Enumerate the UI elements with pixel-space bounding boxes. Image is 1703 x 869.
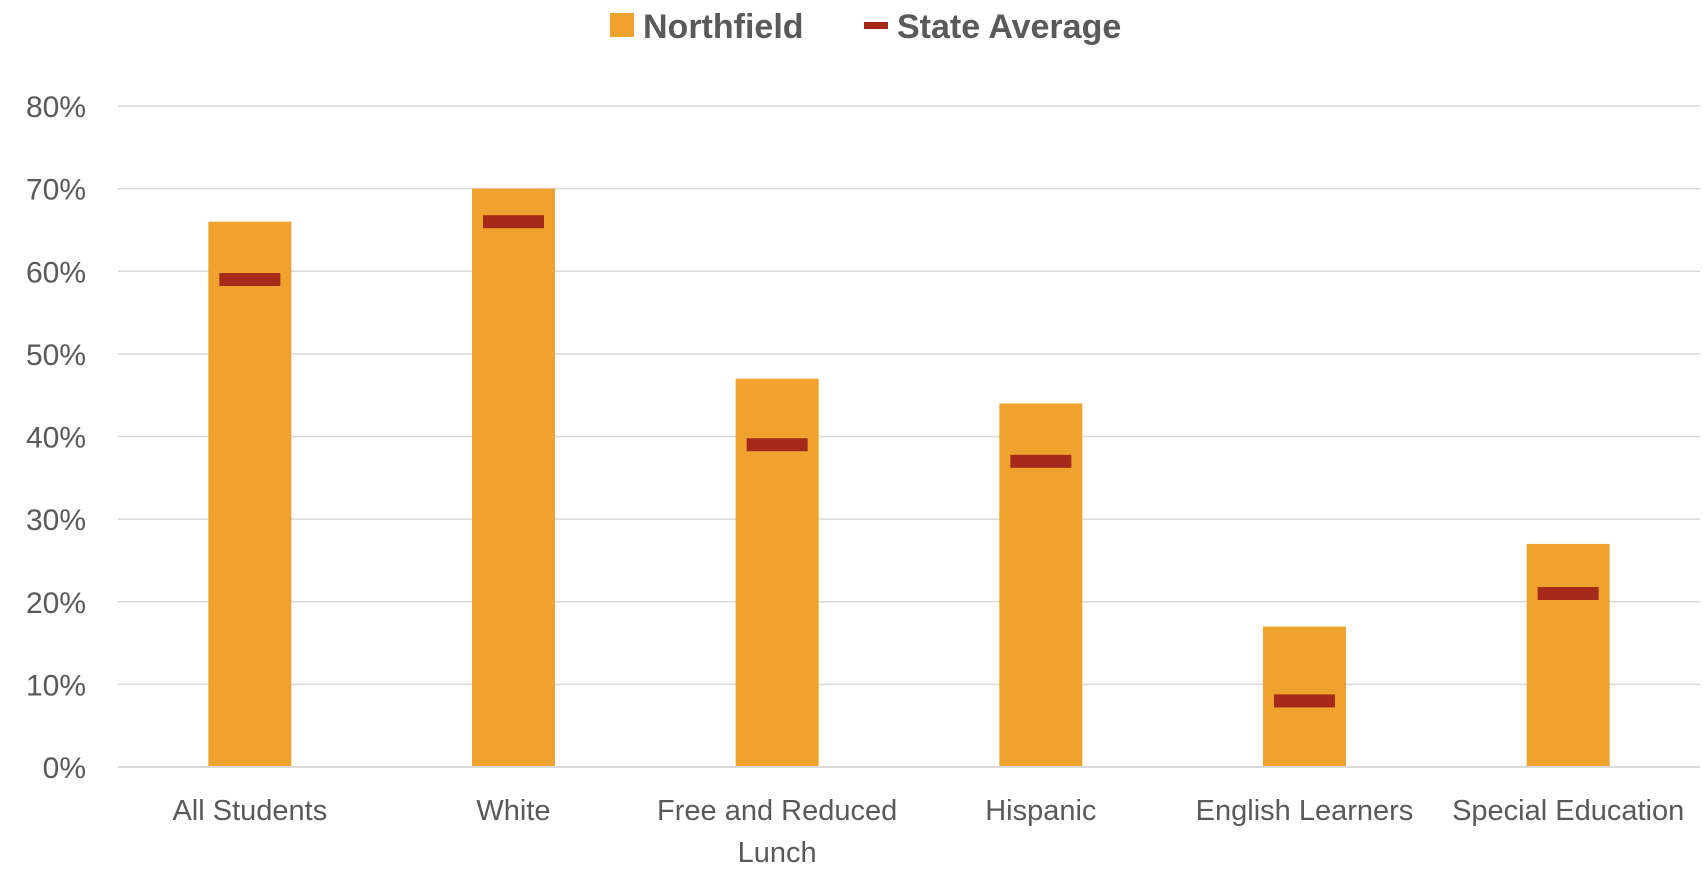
y-tick-label: 50% bbox=[26, 339, 86, 372]
y-tick-label: 10% bbox=[26, 669, 86, 702]
x-tick-label: Free and Reduced Lunch bbox=[657, 795, 897, 869]
y-tick-label: 40% bbox=[26, 422, 86, 455]
bar-northfield bbox=[1526, 543, 1610, 767]
legend-swatch-northfield bbox=[610, 13, 634, 37]
bars bbox=[208, 188, 1610, 768]
legend-label-state-average: State Average bbox=[897, 8, 1121, 46]
x-tick-label: Hispanic bbox=[985, 795, 1096, 827]
legend-swatch-state-average bbox=[864, 22, 888, 29]
x-tick-label: English Learners bbox=[1196, 795, 1414, 827]
legend: Northfield State Average bbox=[610, 8, 1121, 46]
marker-state-average bbox=[1537, 586, 1599, 600]
x-axis: All Students White Free and Reduced Lunch Hi… bbox=[172, 795, 1684, 869]
y-tick-label: 30% bbox=[26, 504, 86, 537]
marker-state-average bbox=[483, 215, 544, 229]
legend-label-northfield: Northfield bbox=[643, 8, 804, 46]
y-tick-label: 60% bbox=[26, 256, 86, 289]
y-tick-label: 80% bbox=[26, 91, 86, 124]
y-tick-label: 70% bbox=[26, 174, 86, 207]
y-tick-label: 20% bbox=[26, 587, 86, 620]
state-average-markers bbox=[219, 215, 1599, 708]
marker-state-average bbox=[219, 273, 281, 287]
marker-state-average bbox=[1274, 694, 1335, 708]
x-tick-label: White bbox=[476, 795, 550, 827]
y-tick-label: 0% bbox=[43, 752, 86, 785]
bar-northfield bbox=[208, 221, 292, 768]
x-tick-label: Special Education bbox=[1452, 795, 1684, 827]
gridlines bbox=[118, 105, 1700, 686]
bar-northfield bbox=[472, 188, 555, 767]
marker-state-average bbox=[746, 438, 808, 452]
bar-northfield bbox=[735, 378, 819, 767]
marker-state-average bbox=[1010, 454, 1072, 468]
x-tick-label: All Students bbox=[172, 795, 327, 827]
y-axis: 0% 10% 20% 30% 40% 50% 60% 70% 80% bbox=[26, 91, 86, 785]
